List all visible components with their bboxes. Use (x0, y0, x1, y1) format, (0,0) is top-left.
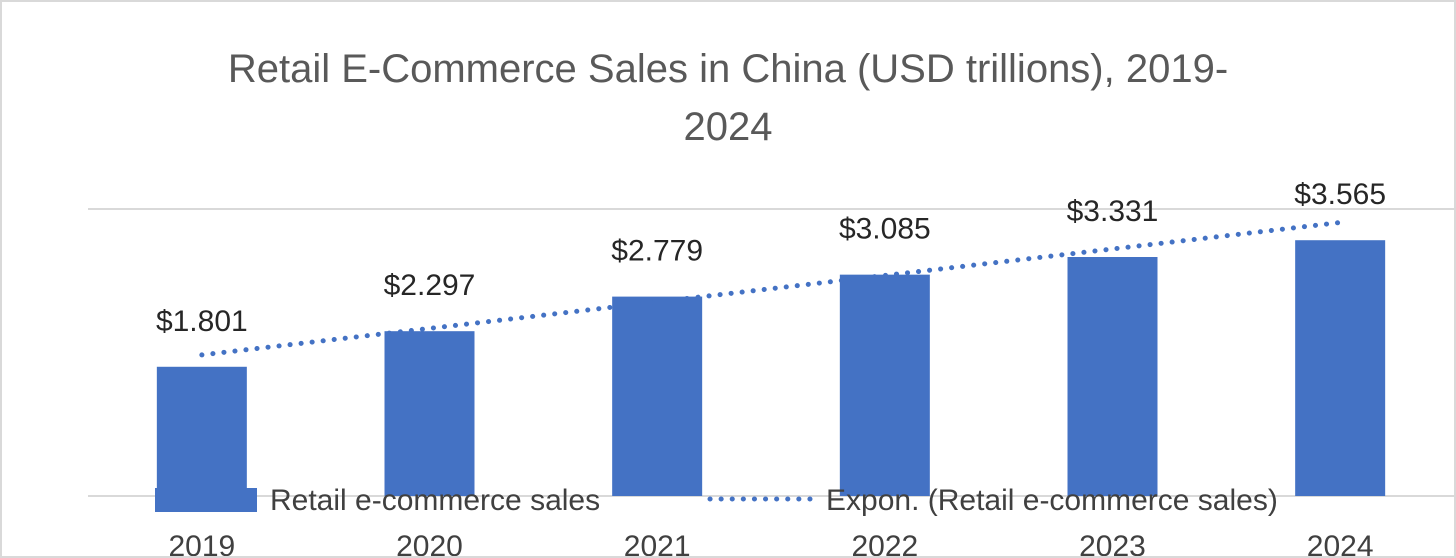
data-label-2021: $2.779 (611, 235, 703, 268)
data-label-2019: $1.801 (156, 305, 248, 338)
x-tick-label-2024: 2024 (1307, 530, 1374, 556)
legend-label-bars: Retail e-commerce sales (270, 484, 600, 517)
data-label-2024: $3.565 (1294, 178, 1386, 211)
legend: Retail e-commerce sales Expon. (Retail e… (155, 484, 1278, 517)
data-label-2023: $3.331 (1067, 195, 1159, 228)
x-tick-label-2023: 2023 (1079, 530, 1146, 556)
bar-2023 (1067, 257, 1158, 496)
bar-series (156, 240, 1386, 496)
bar-2021 (612, 296, 703, 496)
legend-label-trendline: Expon. (Retail e-commerce sales) (826, 484, 1278, 517)
data-label-2022: $3.085 (839, 213, 931, 246)
bar-2022 (839, 274, 930, 496)
exponential-trendline (199, 219, 1343, 358)
x-tick-label-2020: 2020 (396, 530, 463, 556)
trendline-layer (199, 219, 1343, 358)
chart-title-line-2: 2024 (684, 105, 773, 149)
x-tick-label-2022: 2022 (851, 530, 918, 556)
gridlines (88, 208, 1454, 497)
x-tick-label-2019: 2019 (168, 530, 235, 556)
data-label-layer: $1.801 $2.297 $2.779 $3.085 $3.331 $3.565 (156, 178, 1386, 338)
bar-2019 (156, 366, 247, 496)
legend-swatch-bars (155, 488, 257, 512)
x-axis-tick-layer: 2019 2020 2021 2022 2023 2024 (168, 530, 1373, 556)
x-tick-label-2021: 2021 (624, 530, 691, 556)
data-label-2020: $2.297 (384, 269, 476, 302)
chart-title-line-1: Retail E-Commerce Sales in China (USD tr… (228, 47, 1228, 91)
bar-2024 (1295, 240, 1386, 496)
bar-2020 (384, 331, 475, 496)
